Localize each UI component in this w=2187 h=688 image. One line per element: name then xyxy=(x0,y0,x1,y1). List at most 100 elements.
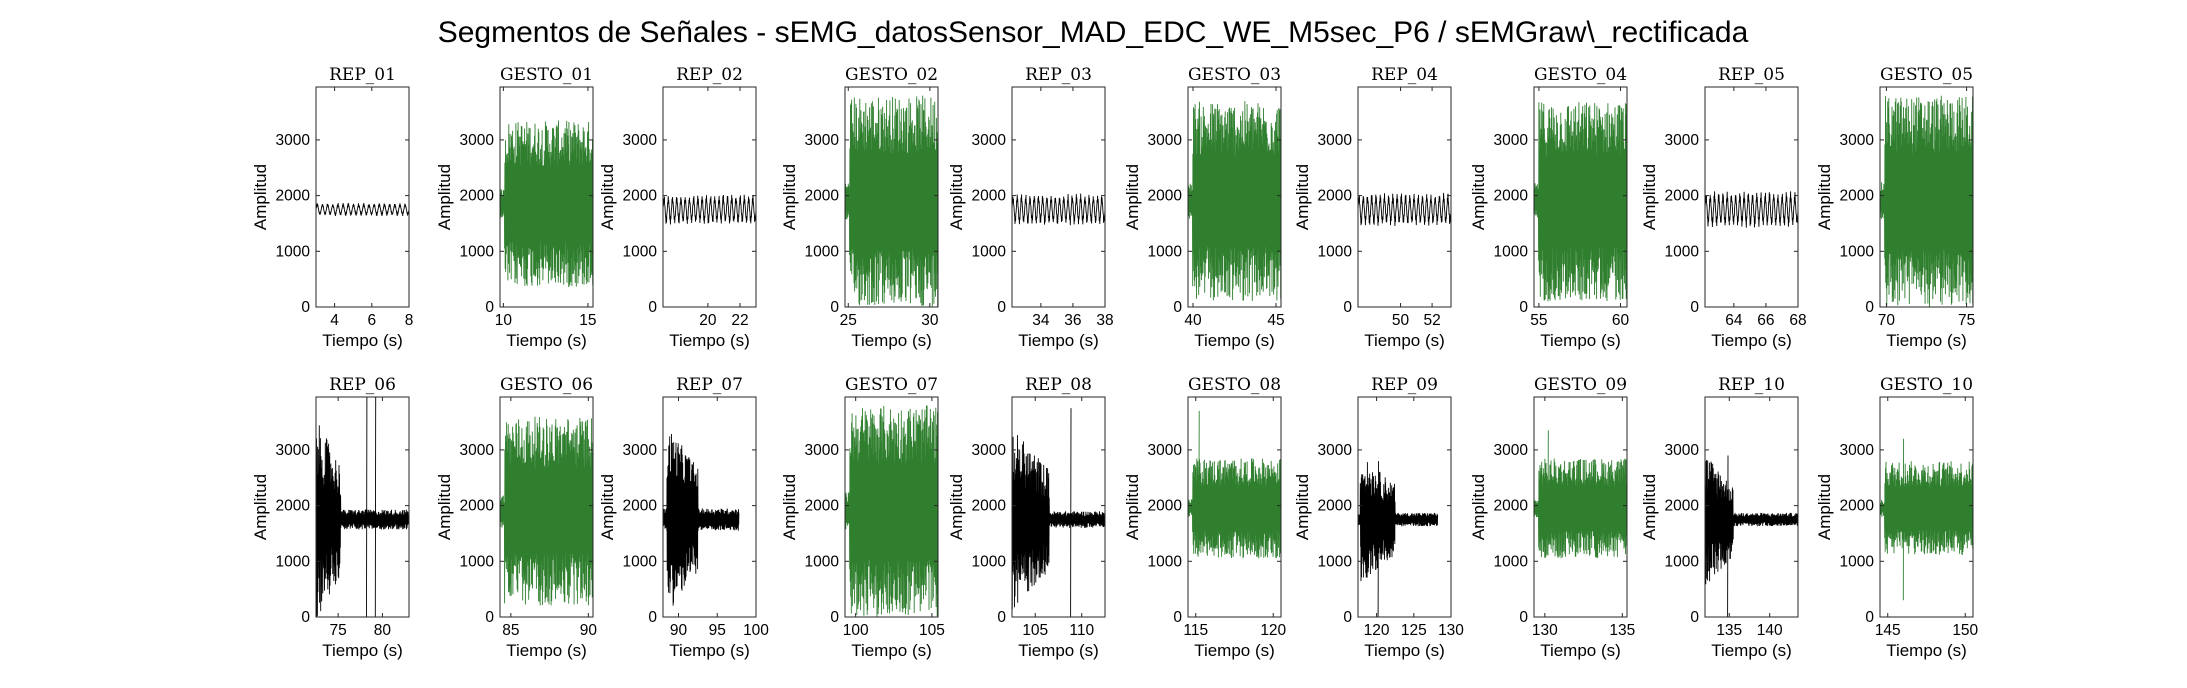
y-tick-label: 3000 xyxy=(972,132,1007,149)
x-tick-label: 45 xyxy=(1267,312,1284,329)
series-line xyxy=(1534,430,1627,559)
y-axis-label: Amplitud xyxy=(1815,164,1834,230)
x-tick-label: 25 xyxy=(840,312,857,329)
y-tick-label: 1000 xyxy=(1665,243,1700,260)
series-line xyxy=(1358,192,1451,227)
axes-box xyxy=(1011,396,1106,618)
y-tick-label: 1000 xyxy=(1665,553,1700,570)
y-tick-label: 3000 xyxy=(805,132,840,149)
axes-box xyxy=(1704,396,1799,618)
panel-title: REP_08 xyxy=(1025,375,1092,395)
y-tick-label: 1000 xyxy=(1148,243,1183,260)
y-tick-label: 2000 xyxy=(805,188,840,205)
y-tick-label: 3000 xyxy=(1318,442,1353,459)
x-axis-label: Tiempo (s) xyxy=(1364,641,1445,660)
series-line xyxy=(316,397,409,617)
series-line xyxy=(1880,438,1973,601)
x-axis-label: Tiempo (s) xyxy=(1886,331,1967,350)
x-axis-label: Tiempo (s) xyxy=(1540,641,1621,660)
x-tick-label: 30 xyxy=(921,312,939,329)
x-tick-label: 36 xyxy=(1064,312,1081,329)
x-tick-label: 115 xyxy=(1183,622,1208,639)
y-tick-label: 0 xyxy=(1865,299,1874,316)
y-tick-label: 1000 xyxy=(1148,553,1183,570)
y-tick-label: 1000 xyxy=(276,243,311,260)
x-tick-label: 10 xyxy=(495,312,513,329)
y-axis-label: Amplitud xyxy=(435,474,454,540)
y-tick-label: 3000 xyxy=(1840,132,1875,149)
x-tick-label: 6 xyxy=(367,312,376,329)
x-axis-label: Tiempo (s) xyxy=(1540,331,1621,350)
y-tick-label: 2000 xyxy=(1318,498,1353,515)
y-tick-label: 2000 xyxy=(1318,188,1353,205)
axes-box xyxy=(1357,396,1452,618)
x-tick-label: 120 xyxy=(1260,622,1286,639)
y-tick-label: 2000 xyxy=(1148,188,1183,205)
series-line xyxy=(663,433,740,606)
series-line xyxy=(1358,461,1439,617)
panel-title: REP_06 xyxy=(329,375,396,395)
x-tick-label: 15 xyxy=(579,312,596,329)
y-tick-label: 3000 xyxy=(1148,442,1183,459)
panel-gesto-07: 0 1000 2000 3000 100 105 GESTO_07 Tiempo (s) Amp… xyxy=(780,375,945,660)
y-tick-label: 0 xyxy=(830,299,839,316)
x-axis-label: Tiempo (s) xyxy=(1194,331,1275,350)
y-tick-label: 3000 xyxy=(460,132,495,149)
panel-title: REP_05 xyxy=(1718,65,1785,85)
x-axis-label: Tiempo (s) xyxy=(322,641,403,660)
series-line xyxy=(1880,95,1973,307)
panel-rep-01: 0 1000 2000 3000 4 6 8 REP_01 Tiempo (s) Amplitud xyxy=(251,65,413,350)
x-axis-label: Tiempo (s) xyxy=(1711,641,1792,660)
y-tick-label: 2000 xyxy=(1494,188,1529,205)
y-axis-label: Amplitud xyxy=(598,474,617,540)
y-axis-label: Amplitud xyxy=(780,164,799,230)
y-tick-label: 1000 xyxy=(972,553,1007,570)
panel-title: GESTO_06 xyxy=(500,375,593,395)
y-tick-label: 1000 xyxy=(623,553,658,570)
series-line xyxy=(316,202,409,217)
y-tick-label: 3000 xyxy=(623,442,658,459)
axes-box xyxy=(1187,396,1282,618)
y-tick-label: 1000 xyxy=(1840,553,1875,570)
axes-box xyxy=(1533,396,1628,618)
y-tick-label: 1000 xyxy=(1494,553,1529,570)
x-tick-label: 80 xyxy=(374,622,392,639)
y-tick-label: 2000 xyxy=(276,188,311,205)
x-tick-label: 130 xyxy=(1532,622,1558,639)
y-tick-label: 0 xyxy=(648,299,657,316)
panel-title: GESTO_04 xyxy=(1534,65,1627,85)
x-tick-label: 4 xyxy=(330,312,339,329)
y-tick-label: 0 xyxy=(485,609,494,626)
panel-title: GESTO_10 xyxy=(1880,375,1973,395)
panel-title: REP_09 xyxy=(1371,375,1438,395)
x-tick-label: 70 xyxy=(1878,312,1896,329)
y-axis-label: Amplitud xyxy=(1815,474,1834,540)
y-tick-label: 2000 xyxy=(1840,498,1875,515)
panel-rep-05: 0 1000 2000 3000 64 66 68 REP_05 Tiempo (s) Ampli… xyxy=(1640,65,1807,350)
x-tick-label: 105 xyxy=(919,622,945,639)
x-tick-label: 125 xyxy=(1401,622,1427,639)
panel-title: GESTO_01 xyxy=(500,65,593,85)
panel-title: REP_10 xyxy=(1718,375,1785,395)
panel-gesto-05: 0 1000 2000 3000 70 75 GESTO_05 Tiempo (s) Ampli… xyxy=(1815,65,1975,350)
y-tick-label: 2000 xyxy=(972,498,1007,515)
x-tick-label: 34 xyxy=(1032,312,1050,329)
panel-gesto-10: 0 1000 2000 3000 145 150 GESTO_10 Tiempo (s) Amp… xyxy=(1815,375,1979,660)
y-axis-label: Amplitud xyxy=(1469,164,1488,230)
x-tick-label: 100 xyxy=(843,622,869,639)
x-tick-label: 120 xyxy=(1364,622,1390,639)
y-tick-label: 3000 xyxy=(276,132,311,149)
y-tick-label: 2000 xyxy=(623,498,658,515)
panel-gesto-01: 0 1000 2000 3000 10 15 GESTO_01 Tiempo (s) Ampli… xyxy=(435,65,597,350)
x-axis-label: Tiempo (s) xyxy=(669,641,750,660)
y-tick-label: 1000 xyxy=(972,243,1007,260)
x-tick-label: 75 xyxy=(1958,312,1975,329)
y-tick-label: 1000 xyxy=(276,553,311,570)
panel-rep-04: 0 1000 2000 3000 50 52 REP_04 Tiempo (s) Amplitu… xyxy=(1293,65,1452,350)
y-tick-label: 0 xyxy=(830,609,839,626)
axes-box xyxy=(844,396,939,618)
y-tick-label: 0 xyxy=(1343,299,1352,316)
x-axis-label: Tiempo (s) xyxy=(1364,331,1445,350)
y-tick-label: 2000 xyxy=(1494,498,1529,515)
